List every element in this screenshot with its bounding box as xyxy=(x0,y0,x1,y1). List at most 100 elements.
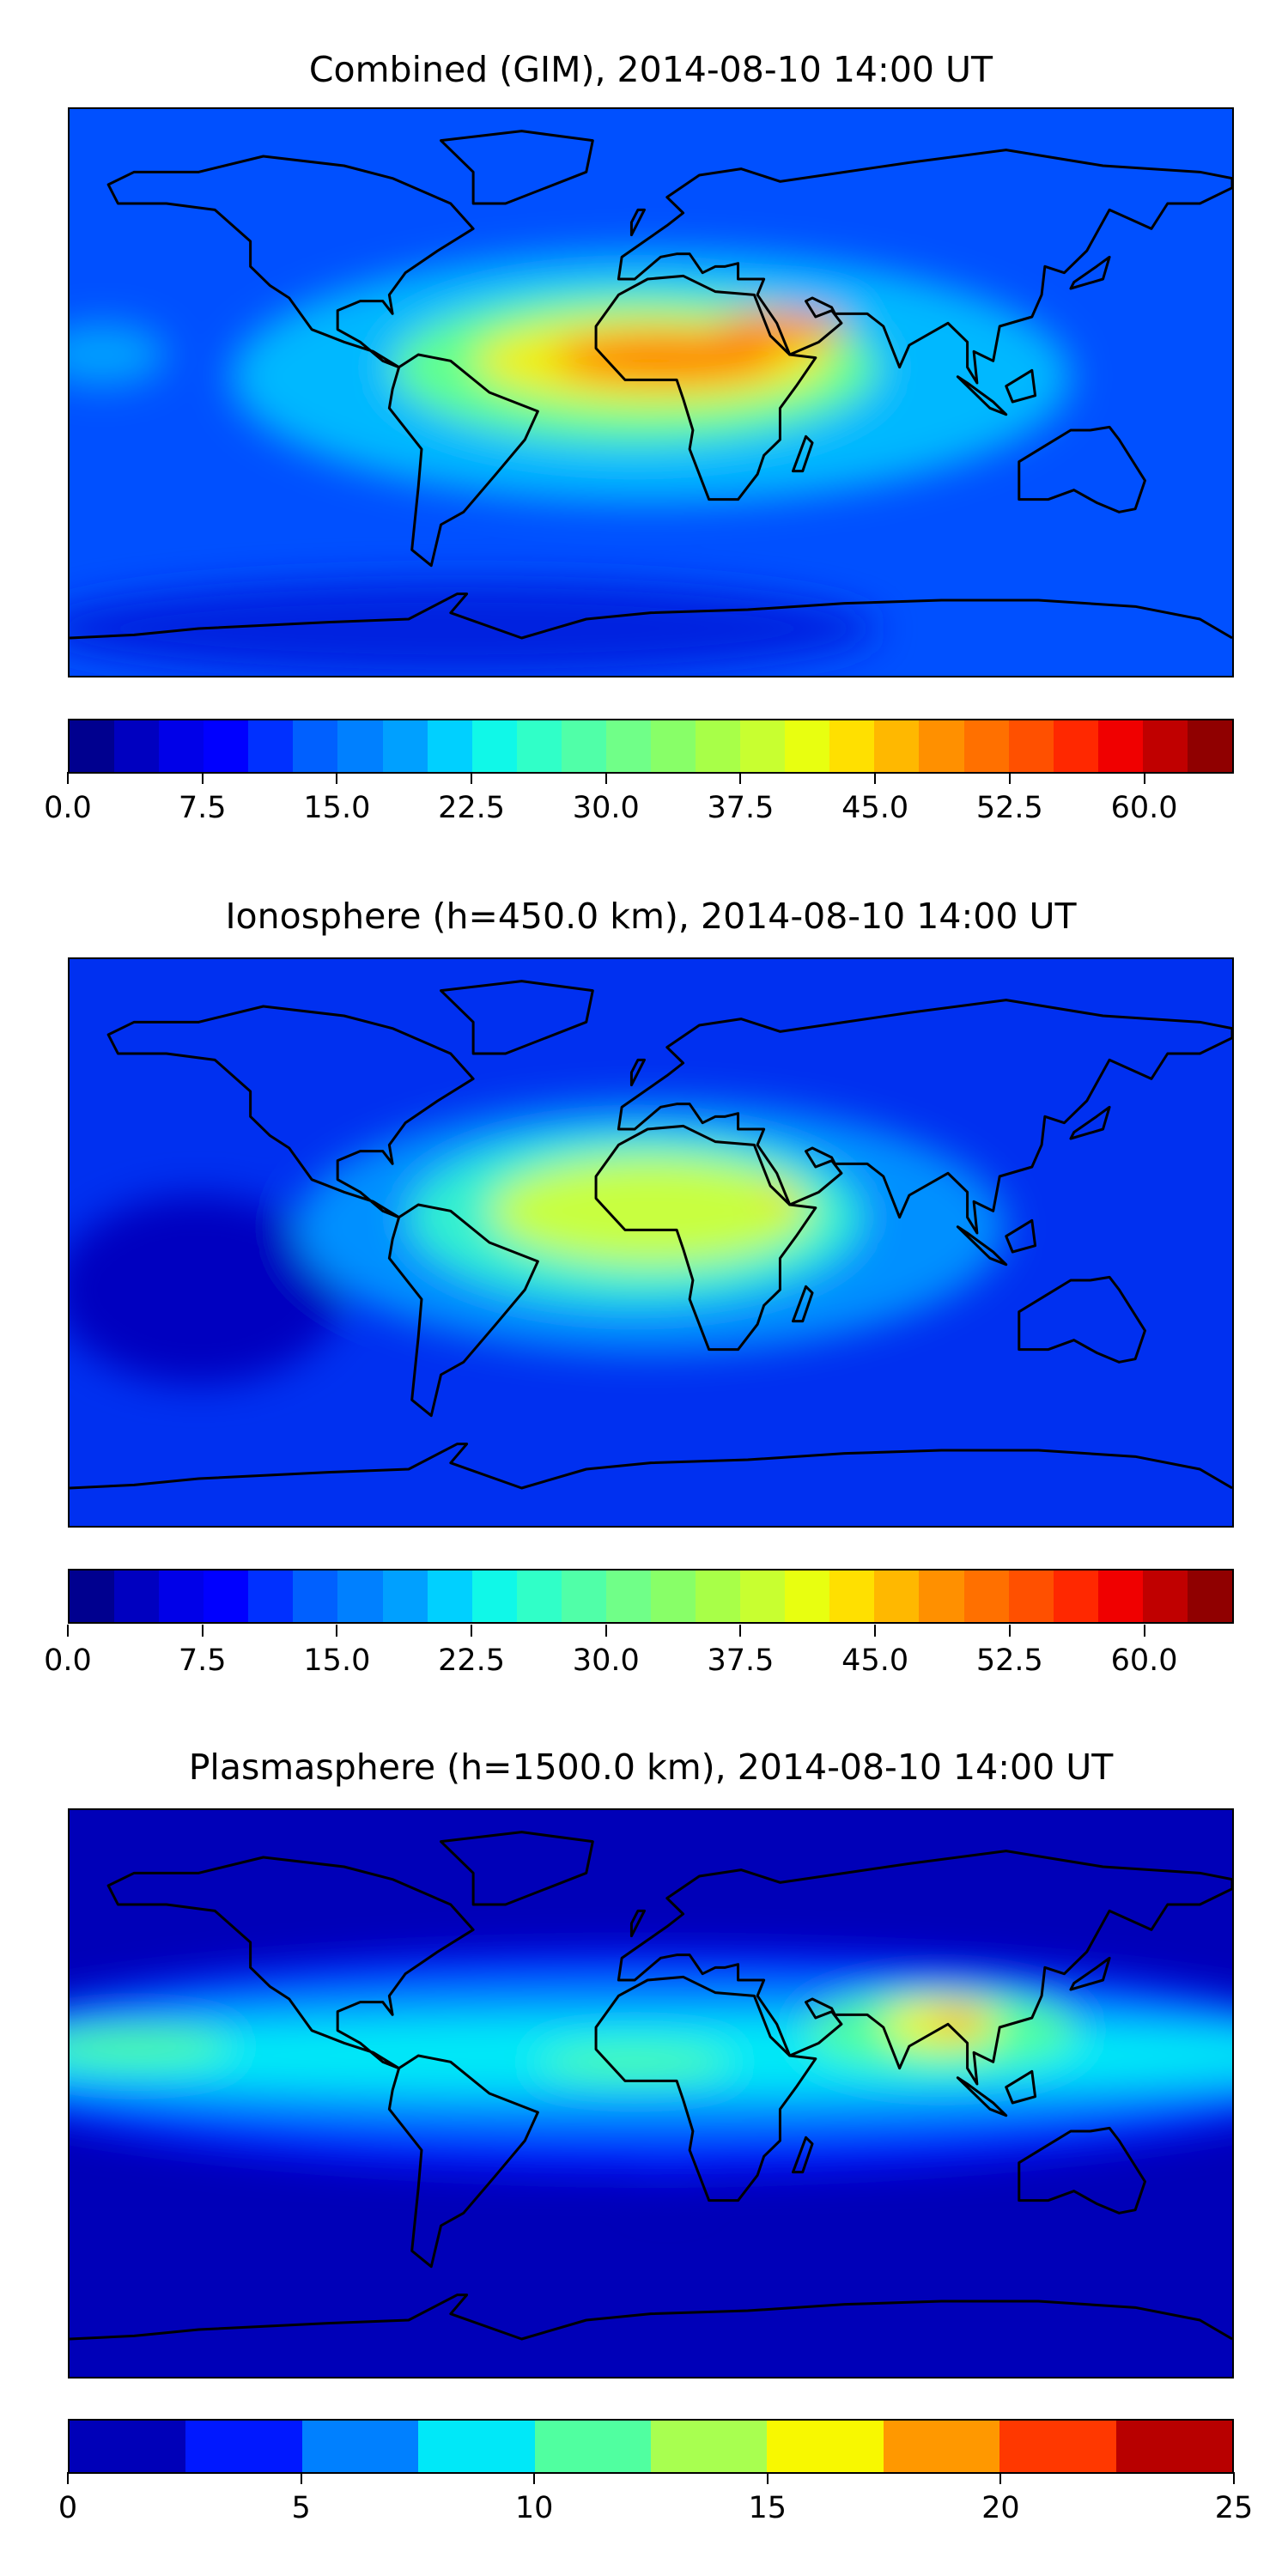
colorbar-segment xyxy=(1053,720,1098,772)
colorbar-ticks-plasmasphere: 0 5 10 15 20 25 xyxy=(58,2472,1253,2541)
colorbar-segment xyxy=(159,720,204,772)
colorbar-segment xyxy=(471,720,517,772)
colorbar-tick xyxy=(1143,1625,1145,1637)
colorbar-segment xyxy=(1053,1571,1098,1622)
colorbar-segment xyxy=(919,720,964,772)
colorbar-tick xyxy=(67,1625,69,1637)
colorbar-segment xyxy=(785,720,830,772)
colorbar-segment xyxy=(70,720,115,772)
colorbar-tick-label: 60.0 xyxy=(1110,791,1178,825)
colorbar-segment xyxy=(516,720,562,772)
colorbar-tick-label: 37.5 xyxy=(707,791,775,825)
colorbar-tick xyxy=(336,772,338,784)
colorbar-tick xyxy=(1008,772,1011,784)
colorbar-segment xyxy=(114,720,160,772)
colorbar-tick-label: 0.0 xyxy=(44,791,92,825)
colorbar-segment xyxy=(1008,720,1054,772)
colorbar-segment xyxy=(427,1571,472,1622)
field-contour-region xyxy=(70,323,167,386)
colorbar-tick xyxy=(874,772,877,784)
field-contour-region xyxy=(538,2046,732,2078)
colorbar-tick-label: 52.5 xyxy=(975,791,1043,825)
colorbar-ticks-ionosphere: 0.0 7.5 15.0 22.5 30.0 37.5 45.0 52.5 60.0 xyxy=(44,1625,1234,1693)
colorbar-tick xyxy=(766,2472,769,2484)
colorbar-tick-label: 22.5 xyxy=(438,791,506,825)
colorbar-segment xyxy=(919,1571,964,1622)
colorbar-ticks-combined: 0.0 7.5 15.0 22.5 30.0 37.5 45.0 52.5 60.0 xyxy=(44,772,1234,841)
colorbar-tick xyxy=(1008,1625,1011,1637)
field-contour-region xyxy=(554,332,781,383)
colorbar-tick-label: 60.0 xyxy=(1110,1643,1178,1678)
colorbar-tick-label: 30.0 xyxy=(572,1643,640,1678)
colorbar-segment xyxy=(185,2421,302,2472)
colorbar-tick-label: 15.0 xyxy=(303,791,371,825)
colorbar-tick xyxy=(999,2472,1002,2484)
colorbar-segment xyxy=(785,1571,830,1622)
colorbar-segment xyxy=(651,2421,768,2472)
colorbar-tick xyxy=(739,1625,742,1637)
colorbar-segment xyxy=(561,1571,606,1622)
colorbar-segment xyxy=(337,720,383,772)
colorbar-tick xyxy=(300,2472,302,2484)
colorbar-tick-label: 45.0 xyxy=(841,791,909,825)
colorbar-segment xyxy=(1097,720,1143,772)
colorbar-tick xyxy=(336,1625,338,1637)
colorbar-tick-label: 37.5 xyxy=(707,1643,775,1678)
colorbar-segment xyxy=(1008,1571,1054,1622)
colorbar-segment xyxy=(248,1571,294,1622)
map-title-ionosphere: Ionosphere (h=450.0 km), 2014-08-10 14:0… xyxy=(225,896,1077,937)
colorbar-tick xyxy=(67,772,69,784)
colorbar-tick xyxy=(1233,2472,1235,2484)
colorbar-tick xyxy=(67,2472,69,2484)
map-plasmasphere xyxy=(68,1808,1234,2379)
colorbar-segment xyxy=(1097,1571,1143,1622)
colorbar-tick-label: 7.5 xyxy=(178,791,227,825)
colorbar-tick-label: 0.0 xyxy=(44,1643,92,1678)
colorbar-segment xyxy=(293,1571,338,1622)
colorbar-segment xyxy=(337,1571,383,1622)
field-contour-region xyxy=(70,581,878,676)
colorbar-tick-label: 30.0 xyxy=(572,791,640,825)
colorbar-segment xyxy=(999,2421,1116,2472)
colorbar-segment xyxy=(963,720,1009,772)
colorbar-segment xyxy=(427,720,472,772)
colorbar-combined xyxy=(68,719,1234,774)
colorbar-segment xyxy=(301,2421,419,2472)
colorbar-segment xyxy=(248,720,294,772)
colorbar-segment xyxy=(651,720,696,772)
colorbar-segment xyxy=(874,720,920,772)
colorbar-tick-label: 7.5 xyxy=(178,1643,227,1678)
colorbar-segment xyxy=(534,2421,652,2472)
field-contour-region xyxy=(489,1157,813,1265)
colorbar-segment xyxy=(293,720,338,772)
colorbar-segment xyxy=(740,1571,786,1622)
colorbar-segment xyxy=(963,1571,1009,1622)
colorbar-tick xyxy=(874,1625,877,1637)
map-combined xyxy=(68,107,1234,677)
colorbar-plasmasphere xyxy=(68,2419,1234,2474)
field-contour-region xyxy=(70,2027,232,2065)
colorbar-segment xyxy=(561,720,606,772)
colorbar-tick xyxy=(201,1625,204,1637)
colorbar-tick-label: 15.0 xyxy=(303,1643,371,1678)
colorbar-tick-label: 25 xyxy=(1214,2491,1254,2525)
colorbar-tick-label: 5 xyxy=(291,2491,311,2525)
colorbar-tick xyxy=(739,772,742,784)
colorbar-tick xyxy=(605,1625,607,1637)
colorbar-segment xyxy=(204,720,249,772)
colorbar-tick xyxy=(605,772,607,784)
colorbar-tick xyxy=(471,1625,473,1637)
colorbar-segment xyxy=(1187,1571,1233,1622)
field-contour-region xyxy=(70,1195,344,1384)
colorbar-tick xyxy=(201,772,204,784)
colorbar-segment xyxy=(1142,720,1188,772)
colorbar-tick xyxy=(1143,772,1145,784)
colorbar-segment xyxy=(1115,2421,1233,2472)
colorbar-segment xyxy=(382,720,428,772)
colorbar-segment xyxy=(829,1571,875,1622)
map-title-combined: Combined (GIM), 2014-08-10 14:00 UT xyxy=(308,49,993,90)
colorbar-tick-label: 15 xyxy=(748,2491,787,2525)
colorbar-segment xyxy=(471,1571,517,1622)
colorbar-tick-label: 52.5 xyxy=(975,1643,1043,1678)
colorbar-segment xyxy=(1142,1571,1188,1622)
